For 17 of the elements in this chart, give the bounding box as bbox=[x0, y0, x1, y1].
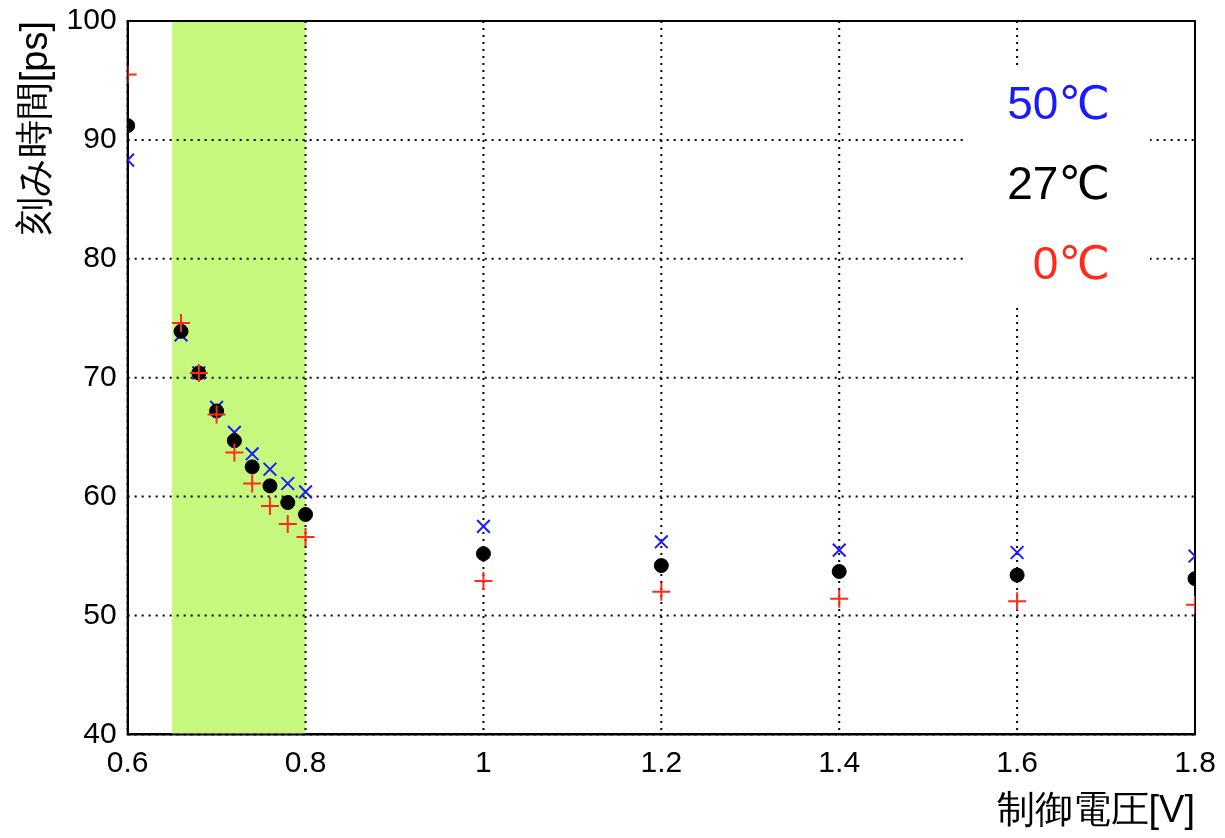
x-tick-label: 1.6 bbox=[996, 744, 1038, 778]
y-tick-label: 80 bbox=[83, 240, 117, 274]
text: 27℃ bbox=[1007, 156, 1110, 209]
text: 50℃ bbox=[1007, 76, 1110, 129]
x-tick-label: 1.2 bbox=[640, 744, 683, 778]
y-tick-label: 60 bbox=[83, 477, 117, 511]
y-tick-label: 100 bbox=[66, 2, 117, 36]
y-tick-label: 50 bbox=[83, 596, 117, 630]
y-tick-label: 90 bbox=[83, 121, 117, 155]
x-tick-label: 1.4 bbox=[818, 744, 861, 778]
x-tick-label: 0.8 bbox=[284, 744, 327, 778]
x-axis-title: 制御電圧[V] bbox=[996, 787, 1195, 830]
text: 0℃ bbox=[1032, 236, 1110, 289]
x-tick-label: 1 bbox=[475, 744, 492, 778]
y-tick-label: 70 bbox=[83, 358, 117, 392]
y-axis-title: 刻み時間[ps] bbox=[13, 21, 56, 236]
x-tick-label: 1.8 bbox=[1174, 744, 1216, 778]
